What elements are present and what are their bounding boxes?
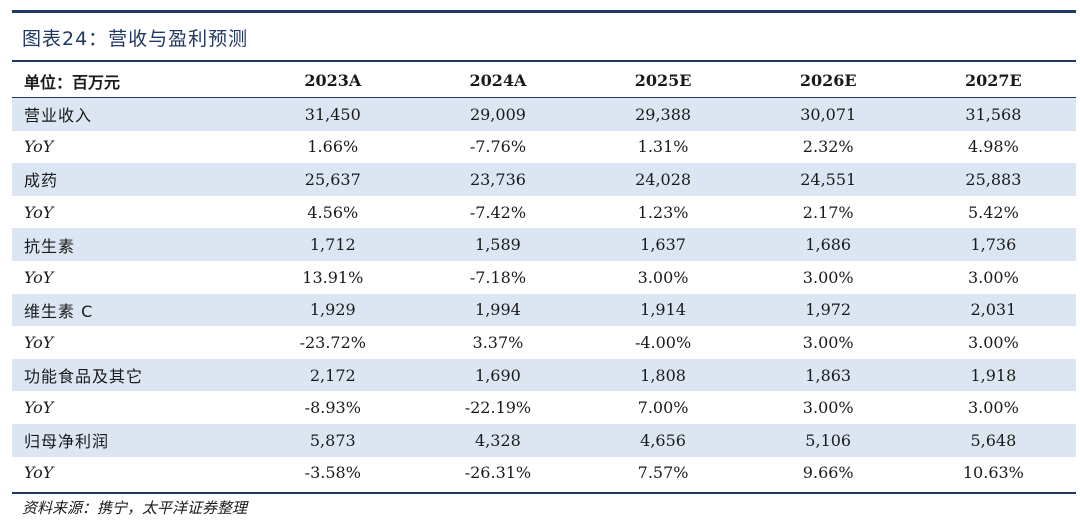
table-cell: 1,918 [910, 358, 1076, 392]
table-cell: 30,071 [745, 97, 911, 131]
table-cell: -7.42% [469, 202, 527, 222]
row-label: YoY [24, 398, 54, 418]
table-cell: 4.56% [307, 202, 359, 222]
table-cell: 1,690 [415, 358, 581, 392]
table-row: YoY 1.66% -7.76% 1.31% 2.32% 4.98% [12, 131, 1076, 164]
table-cell: 1.23% [637, 202, 689, 222]
table-cell: 1,863 [745, 358, 911, 392]
title-rule [12, 60, 1076, 62]
table-cell: 3.00% [802, 398, 854, 418]
header-2027e: 2027E [910, 64, 1076, 98]
header-2025e: 2025E [580, 64, 746, 98]
table-row: YoY -23.72% 3.37% -4.00% 3.00% 3.00% [12, 326, 1076, 359]
table-row: YoY -8.93% -22.19% 7.00% 3.00% 3.00% [12, 391, 1076, 424]
row-label: 营业收入 [12, 97, 251, 131]
table-cell: 9.66% [802, 463, 854, 483]
table-cell: -8.93% [304, 398, 361, 418]
table-cell: 4,656 [580, 423, 746, 457]
table-cell: 29,009 [415, 97, 581, 131]
table-row: 功能食品及其它 2,172 1,690 1,808 1,863 1,918 [12, 358, 1076, 392]
table-cell: 29,388 [580, 97, 746, 131]
header-2023a: 2023A [250, 64, 416, 98]
table-cell: 1,589 [415, 228, 581, 261]
table-cell: 24,551 [745, 163, 911, 196]
table-cell: 25,637 [250, 163, 416, 196]
table-row: YoY 13.91% -7.18% 3.00% 3.00% 3.00% [12, 261, 1076, 294]
table-cell: 5.42% [967, 202, 1019, 222]
table-cell: -22.19% [464, 398, 532, 418]
table-cell: 4.98% [967, 137, 1019, 157]
table-header-row: 单位：百万元 2023A 2024A 2025E 2026E 2027E [12, 64, 1076, 98]
top-rule [12, 10, 1076, 13]
table-cell: 1,637 [580, 228, 746, 261]
table-cell: 1.66% [307, 137, 359, 157]
figure-title: 图表24：营收与盈利预测 [22, 28, 249, 50]
table-cell: 3.00% [802, 267, 854, 287]
table-cell: 5,648 [910, 423, 1076, 457]
table-cell: 4,328 [415, 423, 581, 457]
bottom-rule [12, 492, 1076, 494]
row-label: 成药 [12, 163, 251, 196]
table-cell: 3.00% [967, 332, 1019, 352]
table-cell: 25,883 [910, 163, 1076, 196]
row-label: 功能食品及其它 [12, 358, 251, 392]
table-cell: 1,736 [910, 228, 1076, 261]
row-label: YoY [24, 267, 54, 287]
table-cell: 3.37% [472, 332, 524, 352]
table-cell: -3.58% [304, 463, 361, 483]
table-cell: 2,031 [910, 293, 1076, 327]
table-row: 维生素 C 1,929 1,994 1,914 1,972 2,031 [12, 293, 1076, 327]
table-row: 成药 25,637 23,736 24,028 24,551 25,883 [12, 163, 1076, 196]
row-label: YoY [24, 332, 54, 352]
table-cell: 7.57% [637, 463, 689, 483]
table-cell: 3.00% [967, 267, 1019, 287]
table-cell: 2.17% [802, 202, 854, 222]
table-cell: 7.00% [637, 398, 689, 418]
table-cell: 1,712 [250, 228, 416, 261]
table-cell: 3.00% [637, 267, 689, 287]
table-cell: 1,914 [580, 293, 746, 327]
table-cell: 1.31% [637, 137, 689, 157]
table-cell: -23.72% [299, 332, 366, 352]
table-cell: 1,929 [250, 293, 416, 327]
table-cell: -4.00% [634, 332, 692, 352]
table-cell: 13.91% [302, 267, 364, 287]
table-cell: 1,972 [745, 293, 911, 327]
forecast-table: 单位：百万元 2023A 2024A 2025E 2026E 2027E 营业收… [12, 64, 1076, 489]
header-2026e: 2026E [745, 64, 911, 98]
table-cell: 5,873 [250, 423, 416, 457]
table-cell: 1,686 [745, 228, 911, 261]
table-cell: -26.31% [464, 463, 532, 483]
table-cell: 2.32% [802, 137, 854, 157]
row-label: 维生素 C [12, 293, 251, 327]
table-row: 营业收入 31,450 29,009 29,388 30,071 31,568 [12, 97, 1076, 131]
table-cell: 1,994 [415, 293, 581, 327]
table-cell: 23,736 [415, 163, 581, 196]
header-unit: 单位：百万元 [12, 64, 251, 98]
table-row: 归母净利润 5,873 4,328 4,656 5,106 5,648 [12, 423, 1076, 457]
table-cell: 2,172 [250, 358, 416, 392]
table-cell: 10.63% [962, 463, 1024, 483]
row-label: 归母净利润 [12, 423, 251, 457]
row-label: YoY [24, 202, 54, 222]
table-cell: 1,808 [580, 358, 746, 392]
table-row: YoY -3.58% -26.31% 7.57% 9.66% 10.63% [12, 457, 1076, 490]
table-cell: 3.00% [967, 398, 1019, 418]
table-cell: -7.76% [469, 137, 527, 157]
header-2024a: 2024A [415, 64, 581, 98]
row-label: YoY [24, 463, 54, 483]
table-cell: 31,450 [250, 97, 416, 131]
table-row: 抗生素 1,712 1,589 1,637 1,686 1,736 [12, 228, 1076, 261]
source-note: 资料来源：携宁，太平洋证券整理 [22, 499, 248, 517]
row-label: 抗生素 [12, 228, 251, 261]
table-cell: 3.00% [802, 332, 854, 352]
table-cell: 24,028 [580, 163, 746, 196]
table-cell: -7.18% [469, 267, 527, 287]
table-cell: 5,106 [745, 423, 911, 457]
row-label: YoY [24, 137, 54, 157]
table-row: YoY 4.56% -7.42% 1.23% 2.17% 5.42% [12, 196, 1076, 229]
table-cell: 31,568 [910, 97, 1076, 131]
